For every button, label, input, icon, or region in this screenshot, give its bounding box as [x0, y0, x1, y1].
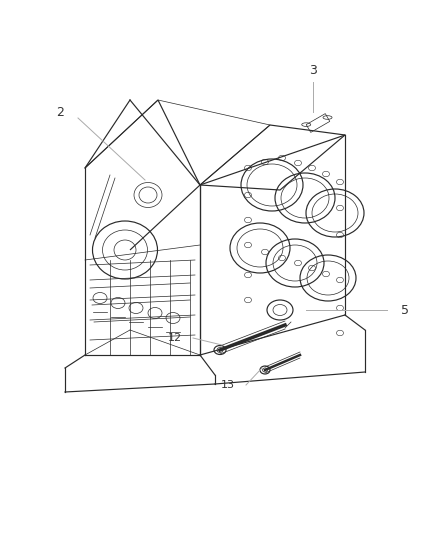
Text: 13: 13: [221, 380, 235, 390]
Text: 12: 12: [168, 333, 182, 343]
Text: 2: 2: [56, 106, 64, 118]
Text: 3: 3: [309, 63, 317, 77]
Text: 5: 5: [401, 303, 409, 317]
